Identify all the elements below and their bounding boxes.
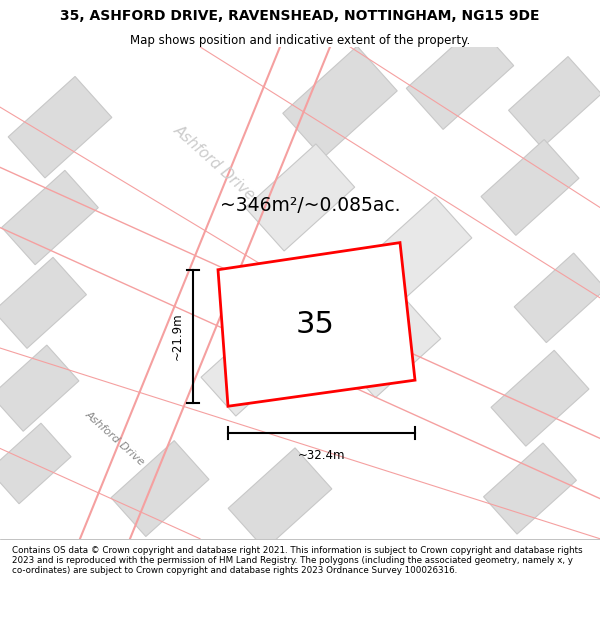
Polygon shape	[368, 197, 472, 298]
Polygon shape	[201, 320, 299, 416]
Polygon shape	[2, 171, 98, 265]
Text: Ashford Drive: Ashford Drive	[171, 122, 259, 202]
Polygon shape	[283, 46, 397, 158]
Polygon shape	[406, 24, 514, 129]
Polygon shape	[111, 441, 209, 536]
Text: Map shows position and indicative extent of the property.: Map shows position and indicative extent…	[130, 34, 470, 47]
Polygon shape	[484, 443, 577, 534]
Polygon shape	[245, 144, 355, 251]
Text: 35: 35	[296, 310, 335, 339]
Polygon shape	[509, 57, 600, 148]
Polygon shape	[491, 350, 589, 446]
Polygon shape	[0, 423, 71, 504]
Text: ~346m²/~0.085ac.: ~346m²/~0.085ac.	[220, 196, 401, 215]
Text: 35, ASHFORD DRIVE, RAVENSHEAD, NOTTINGHAM, NG15 9DE: 35, ASHFORD DRIVE, RAVENSHEAD, NOTTINGHA…	[60, 9, 540, 23]
Polygon shape	[0, 345, 79, 431]
Text: Ashford Drive: Ashford Drive	[83, 409, 146, 468]
Polygon shape	[0, 258, 86, 348]
Text: ~21.9m: ~21.9m	[170, 312, 184, 360]
Text: ~32.4m: ~32.4m	[298, 449, 345, 462]
Text: Contains OS data © Crown copyright and database right 2021. This information is : Contains OS data © Crown copyright and d…	[12, 546, 583, 576]
Polygon shape	[514, 253, 600, 343]
Polygon shape	[218, 242, 415, 406]
Polygon shape	[228, 448, 332, 549]
Polygon shape	[339, 298, 441, 398]
Polygon shape	[481, 139, 579, 236]
Polygon shape	[8, 76, 112, 178]
